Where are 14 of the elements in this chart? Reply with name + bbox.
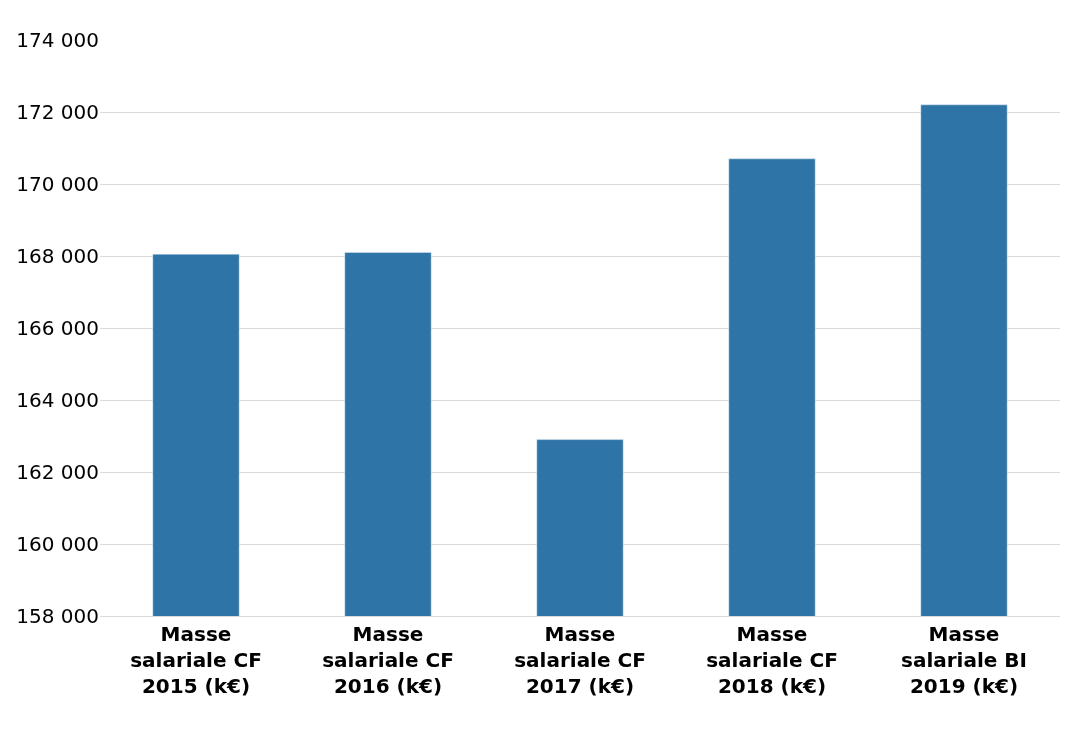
x-tick-label: Masse salariale CF 2017 (k€) [514, 622, 646, 698]
y-tick-label: 170 000 [16, 172, 99, 196]
y-tick-label: 164 000 [16, 388, 99, 412]
y-tick-label: 158 000 [16, 604, 99, 628]
y-tick-label: 162 000 [16, 460, 99, 484]
x-tick-label: Masse salariale CF 2016 (k€) [322, 622, 454, 698]
x-tick-label: Masse salariale CF 2018 (k€) [706, 622, 838, 698]
y-tick-label: 174 000 [16, 28, 99, 52]
y-tick-label: 172 000 [16, 100, 99, 124]
y-tick-label: 166 000 [16, 316, 99, 340]
x-tick-label: Masse salariale CF 2015 (k€) [130, 622, 262, 698]
x-tick-label: Masse salariale BI 2019 (k€) [900, 622, 1028, 698]
y-tick-label: 160 000 [16, 532, 99, 556]
y-tick-label: 168 000 [16, 244, 99, 268]
